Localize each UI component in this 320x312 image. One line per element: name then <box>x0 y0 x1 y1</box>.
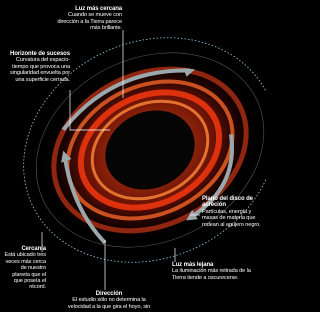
annotation-title: Plano del disco de acreción <box>202 196 264 209</box>
annotation-text: Cuando se mueve con dirección a la Tierr… <box>52 12 122 31</box>
annotation: Horizonte de sucesos Curvatura del espac… <box>2 51 70 83</box>
annotation-text: El estudio sólo no determina la velocida… <box>64 297 154 310</box>
annotation: Cercanía Está ubicado tres veces más cer… <box>2 246 46 291</box>
infographic: Luz más cercana Cuando se mueve con dire… <box>0 0 266 312</box>
annotation-text: Curvatura del espacio-tiempo que provoca… <box>2 57 70 83</box>
annotation: Dirección El estudio sólo no determina l… <box>64 291 154 310</box>
annotation-text: Partículas, energía y masas de materia q… <box>202 209 264 228</box>
annotation: Luz más cercana Cuando se mueve con dire… <box>52 6 122 32</box>
annotation-text: Está ubicado tres veces más cerca de nue… <box>2 252 46 290</box>
annotation: Luz más lejana La iluminación más retira… <box>172 262 264 281</box>
annotation: Plano del disco de acreción Partículas, … <box>202 196 264 228</box>
annotation-text: La iluminación más retirada de la Tierra… <box>172 268 264 281</box>
